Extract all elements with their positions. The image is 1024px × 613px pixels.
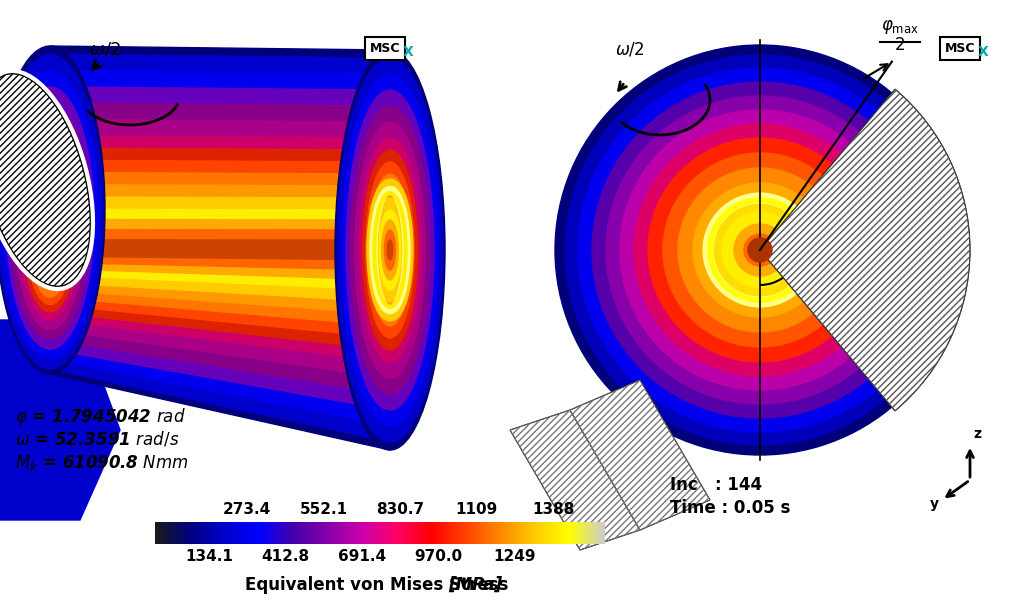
Text: Time : 0.05 s: Time : 0.05 s	[670, 499, 791, 517]
Ellipse shape	[337, 58, 442, 442]
Polygon shape	[50, 46, 390, 450]
Text: Equivalent von Mises Stress: Equivalent von Mises Stress	[246, 576, 515, 594]
Polygon shape	[50, 103, 390, 394]
Ellipse shape	[379, 210, 401, 290]
Polygon shape	[50, 135, 390, 362]
Text: $2$: $2$	[895, 36, 905, 54]
Ellipse shape	[23, 148, 78, 312]
Text: $\omega/2$: $\omega/2$	[615, 41, 645, 59]
Ellipse shape	[26, 160, 74, 305]
Wedge shape	[760, 89, 970, 411]
Text: 691.4: 691.4	[338, 549, 386, 564]
Circle shape	[578, 68, 942, 432]
Ellipse shape	[6, 87, 94, 349]
Circle shape	[634, 124, 886, 376]
Polygon shape	[50, 148, 390, 350]
Circle shape	[565, 55, 955, 445]
Text: 970.0: 970.0	[415, 549, 463, 564]
Polygon shape	[50, 120, 390, 378]
Text: y: y	[930, 497, 939, 511]
Text: 273.4: 273.4	[223, 502, 271, 517]
Ellipse shape	[369, 174, 411, 326]
Circle shape	[620, 110, 900, 390]
Ellipse shape	[373, 186, 408, 314]
Ellipse shape	[335, 50, 445, 450]
Ellipse shape	[384, 230, 395, 270]
Text: 552.1: 552.1	[300, 502, 348, 517]
Ellipse shape	[2, 70, 98, 359]
Circle shape	[648, 138, 872, 362]
Ellipse shape	[346, 90, 434, 410]
Ellipse shape	[0, 54, 102, 369]
Text: 134.1: 134.1	[185, 549, 232, 564]
Ellipse shape	[36, 197, 65, 282]
Ellipse shape	[382, 220, 398, 280]
Ellipse shape	[14, 120, 85, 329]
Circle shape	[708, 198, 812, 302]
Polygon shape	[50, 185, 390, 314]
Text: z: z	[973, 427, 981, 441]
Text: MSC: MSC	[370, 42, 400, 55]
Text: X: X	[978, 45, 989, 59]
Ellipse shape	[350, 106, 430, 394]
Ellipse shape	[42, 219, 58, 268]
Circle shape	[555, 45, 965, 455]
Polygon shape	[570, 380, 710, 530]
Ellipse shape	[354, 122, 425, 378]
Text: X: X	[403, 45, 414, 59]
Circle shape	[734, 224, 786, 276]
Ellipse shape	[19, 135, 81, 319]
Ellipse shape	[0, 73, 91, 287]
Polygon shape	[50, 219, 390, 280]
Circle shape	[744, 234, 776, 266]
Text: $\omega/2$: $\omega/2$	[89, 41, 121, 59]
Ellipse shape	[359, 138, 421, 362]
Polygon shape	[50, 160, 390, 338]
Circle shape	[722, 212, 798, 288]
Ellipse shape	[33, 185, 68, 290]
Ellipse shape	[387, 240, 393, 260]
Ellipse shape	[39, 209, 61, 275]
Text: 1109: 1109	[456, 502, 498, 517]
Text: 412.8: 412.8	[261, 549, 309, 564]
Ellipse shape	[362, 150, 418, 350]
Circle shape	[663, 153, 857, 347]
Polygon shape	[50, 209, 390, 290]
Polygon shape	[50, 87, 390, 410]
Ellipse shape	[376, 198, 404, 302]
Polygon shape	[50, 240, 390, 260]
Text: Inc   : 144: Inc : 144	[670, 476, 762, 494]
Text: $\omega$ = 52.3591 $rad/s$: $\omega$ = 52.3591 $rad/s$	[15, 430, 179, 449]
Circle shape	[606, 96, 914, 404]
Text: [MPa]: [MPa]	[447, 576, 502, 594]
Ellipse shape	[0, 46, 105, 374]
Ellipse shape	[44, 230, 55, 262]
Text: $\varphi$ = 1.7945042 $rad$: $\varphi$ = 1.7945042 $rad$	[15, 406, 185, 428]
Text: 830.7: 830.7	[376, 502, 424, 517]
Text: MSC: MSC	[945, 42, 975, 55]
Polygon shape	[50, 54, 390, 442]
Text: $\varphi_{\mathrm{max}}$: $\varphi_{\mathrm{max}}$	[881, 18, 919, 36]
Polygon shape	[50, 172, 390, 326]
Ellipse shape	[366, 162, 414, 338]
Text: 1249: 1249	[494, 549, 537, 564]
Polygon shape	[0, 320, 120, 520]
Ellipse shape	[29, 172, 71, 297]
Polygon shape	[50, 197, 390, 302]
Circle shape	[678, 168, 842, 332]
Circle shape	[592, 82, 928, 418]
Ellipse shape	[47, 240, 53, 256]
Polygon shape	[50, 70, 390, 426]
Circle shape	[748, 238, 772, 262]
Text: $M_k$ = 61090.8 $Nmm$: $M_k$ = 61090.8 $Nmm$	[15, 453, 188, 473]
Ellipse shape	[342, 74, 438, 426]
Polygon shape	[50, 230, 390, 270]
Circle shape	[693, 183, 827, 317]
Polygon shape	[510, 410, 640, 550]
Text: 1388: 1388	[532, 502, 574, 517]
Ellipse shape	[10, 103, 90, 339]
